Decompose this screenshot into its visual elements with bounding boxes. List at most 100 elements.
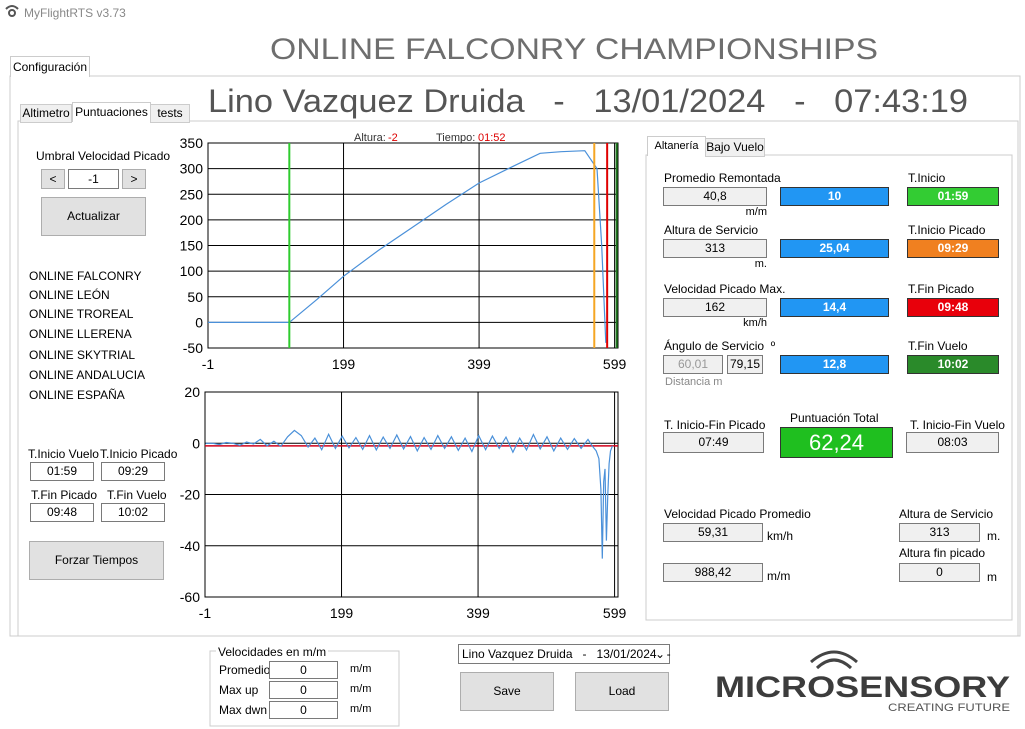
time-box: 01:59	[907, 187, 999, 206]
unit: m/m	[745, 206, 767, 218]
y-tick-label: -50	[183, 340, 203, 356]
total-score: 62,24	[780, 427, 893, 458]
field: 988,42	[663, 563, 763, 582]
readout-label: Tiempo:	[436, 132, 475, 144]
field: 59,31	[663, 523, 763, 542]
y-tick-label: 300	[180, 161, 204, 177]
window-icon	[5, 5, 19, 17]
x-tick-label: 599	[603, 356, 627, 372]
unit: m	[987, 570, 997, 584]
label: Velocidad Picado Promedio	[664, 507, 811, 521]
textbox[interactable]: 0	[269, 681, 338, 699]
group-title: Velocidades en m/m	[216, 645, 329, 659]
label: Puntuación Total	[790, 411, 879, 425]
unit: m/m	[350, 663, 372, 675]
team-item[interactable]: ONLINE FALCONRY	[29, 269, 142, 283]
textbox[interactable]: 01:59	[30, 462, 94, 481]
label: Promedio Remontada	[664, 171, 781, 185]
label: T.Inicio Picado	[100, 447, 178, 461]
unit: m.	[987, 529, 1001, 543]
label: T.Inicio Picado	[908, 223, 986, 237]
header-title: ONLINE FALCONRY CHAMPIONSHIPS	[270, 33, 878, 66]
field: 07:49	[663, 432, 764, 453]
label: Promedio	[219, 663, 271, 677]
score-box: 10	[780, 187, 889, 206]
label: Altura de Servicio	[664, 223, 759, 237]
label: Altura de Servicio	[899, 507, 994, 521]
readout-label: Altura:	[354, 132, 386, 144]
y-tick-label: 150	[180, 238, 204, 254]
field: 79,15	[727, 355, 763, 374]
textbox[interactable]: 09:48	[30, 503, 94, 522]
unit: km/h	[767, 529, 794, 543]
textbox[interactable]: 10:02	[101, 503, 165, 522]
button[interactable]: Load	[575, 672, 669, 711]
label: T. Inicio-Fin Picado	[664, 418, 766, 432]
dropdown-arrow: ⌄	[654, 647, 665, 661]
unit: m/m	[350, 703, 372, 715]
field: 313	[899, 523, 980, 542]
y-tick-label: -20	[180, 487, 200, 503]
tab[interactable]: tests	[150, 104, 190, 123]
x-tick-label: 199	[330, 605, 354, 621]
team-item[interactable]: ONLINE TROREAL	[29, 307, 134, 321]
score-panel	[645, 154, 1013, 621]
team-item[interactable]: ONLINE LEÓN	[29, 288, 110, 302]
score-box: 25,04	[780, 239, 889, 258]
dropdown-text: Lino Vazquez Druida - 13/01/2024 -	[462, 647, 671, 661]
label: T.Fin Picado	[908, 282, 975, 296]
tab[interactable]: Configuración	[10, 56, 90, 77]
label: Max dwn	[219, 703, 268, 717]
unit: km/h	[743, 317, 767, 329]
button[interactable]: Forzar Tiempos	[29, 541, 164, 580]
time-box: 09:29	[907, 239, 999, 258]
field: 162	[663, 298, 767, 317]
y-tick-label: 250	[180, 186, 204, 202]
window-title: MyFlightRTS v3.73	[24, 6, 126, 20]
y-tick-label: 0	[192, 435, 200, 451]
tab[interactable]: Puntuaciones	[72, 102, 151, 122]
button[interactable]: Save	[460, 672, 554, 711]
score-box: 12,8	[780, 355, 889, 374]
field: 40,8	[663, 187, 767, 206]
session-dropdown[interactable]: Lino Vazquez Druida - 13/01/2024 - ⌄	[458, 644, 671, 664]
label: T. Inicio-Fin Vuelo	[910, 418, 1005, 432]
y-tick-label: 200	[180, 212, 204, 228]
textbox[interactable]: 09:29	[101, 462, 165, 481]
field: 313	[663, 239, 767, 258]
y-tick-label: 20	[184, 384, 200, 400]
button[interactable]: Actualizar	[41, 197, 146, 236]
button[interactable]: >	[122, 169, 146, 189]
y-tick-label: 100	[180, 263, 204, 279]
header-subtitle: Lino Vazquez Druida - 13/01/2024 - 07:43…	[208, 83, 968, 119]
team-item[interactable]: ONLINE LLERENA	[29, 327, 132, 341]
series-line	[205, 429, 614, 559]
unit: Distancia m	[665, 376, 723, 388]
tab[interactable]: Bajo Vuelo	[705, 138, 765, 157]
readout-value: -2	[388, 132, 398, 144]
y-tick-label: -60	[180, 589, 200, 605]
textbox[interactable]: -1	[68, 169, 119, 189]
x-tick-label: 599	[603, 605, 627, 621]
team-item[interactable]: ONLINE ANDALUCIA	[29, 368, 146, 382]
unit: m/m	[350, 683, 372, 695]
textbox[interactable]: 0	[269, 701, 338, 719]
label: Altura fin picado	[899, 546, 986, 560]
team-item[interactable]: ONLINE SKYTRIAL	[29, 348, 136, 362]
label: T.Inicio Vuelo	[28, 447, 99, 461]
button[interactable]: <	[41, 169, 65, 189]
unit: m/m	[767, 569, 791, 583]
tab[interactable]: Altanería	[647, 136, 706, 156]
field: 60,01	[663, 355, 723, 374]
readout-value: 01:52	[478, 132, 506, 144]
team-item[interactable]: ONLINE ESPAÑA	[29, 388, 125, 402]
unit: m.	[754, 258, 767, 270]
tab[interactable]: Altimetro	[20, 104, 72, 123]
score-box: 14,4	[780, 298, 889, 317]
label: Umbral Velocidad Picado	[36, 149, 171, 163]
label: T.Inicio	[908, 171, 946, 185]
x-tick-label: 399	[466, 605, 490, 621]
textbox[interactable]: 0	[269, 661, 338, 679]
x-tick-label: 399	[467, 356, 491, 372]
